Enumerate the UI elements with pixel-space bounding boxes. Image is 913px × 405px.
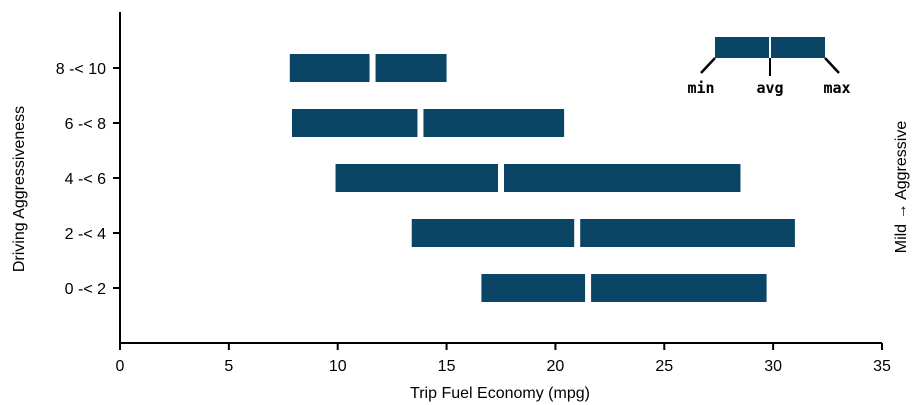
legend-min-label: min <box>687 79 714 97</box>
bar-avg-to-max <box>423 109 565 137</box>
right-axis-label: Mild → Aggressive <box>893 121 910 254</box>
legend-max-pointer <box>824 57 840 74</box>
bar-min-to-avg <box>481 274 586 302</box>
bar-min-to-avg <box>411 219 575 247</box>
legend: min avg max <box>687 37 851 97</box>
x-tick-label: 25 <box>655 358 673 375</box>
legend-bar-left <box>715 37 769 58</box>
legend-avg-label: avg <box>756 79 783 97</box>
y-tick-label: 6 -< 8 <box>65 116 106 133</box>
x-tick-label: 20 <box>547 358 565 375</box>
y-tick-label: 4 -< 6 <box>65 171 106 188</box>
x-tick-label: 35 <box>873 358 891 375</box>
x-tick-label: 0 <box>116 358 125 375</box>
x-tick-label: 5 <box>224 358 233 375</box>
bar-min-to-avg <box>289 54 370 82</box>
bar-min-to-avg <box>291 109 418 137</box>
y-tick-label: 8 -< 10 <box>56 61 106 78</box>
bar-avg-to-max <box>375 54 447 82</box>
y-tick-label: 2 -< 4 <box>65 226 106 243</box>
legend-bar-right <box>771 37 825 58</box>
bar-avg-to-max <box>580 219 795 247</box>
x-axis-label: Trip Fuel Economy (mpg) <box>410 385 590 402</box>
bar-avg-to-max <box>591 274 767 302</box>
y-ticks: 0 -< 2 2 -< 4 4 -< 6 6 -< 8 8 -< 10 <box>56 61 120 298</box>
y-tick-label: 0 -< 2 <box>65 281 106 298</box>
bar-min-to-avg <box>335 164 498 192</box>
x-ticks: 0 5 10 15 20 25 30 35 <box>116 343 891 375</box>
legend-min-pointer <box>700 57 716 74</box>
x-tick-label: 30 <box>764 358 782 375</box>
x-tick-label: 10 <box>329 358 347 375</box>
y-axis-label: Driving Aggressiveness <box>11 106 28 272</box>
bar-avg-to-max <box>504 164 741 192</box>
legend-max-label: max <box>823 79 850 97</box>
x-tick-label: 15 <box>438 358 456 375</box>
range-bars <box>289 54 795 302</box>
